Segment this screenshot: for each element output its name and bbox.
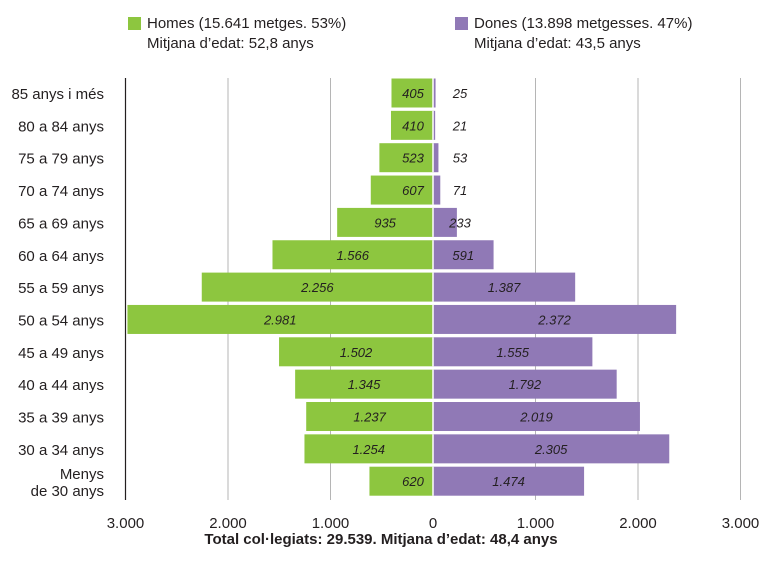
category-label: 55 a 59 anys — [18, 280, 104, 297]
data-label-dones: 1.474 — [492, 474, 525, 489]
data-label-homes: 405 — [402, 86, 424, 101]
bar-homes — [272, 240, 433, 270]
bar-homes — [295, 369, 433, 399]
bar-dones — [433, 110, 436, 140]
data-label-homes: 607 — [402, 183, 424, 198]
legend-homes-mean-age: Mitjana d’edat: 52,8 anys — [147, 35, 314, 52]
data-label-dones: 2.372 — [537, 312, 571, 327]
bar-homes — [279, 337, 433, 367]
bar-homes — [127, 304, 433, 334]
data-label-dones: 1.555 — [496, 345, 529, 360]
bar-dones — [433, 78, 436, 108]
bar-homes — [390, 110, 433, 140]
category-label: 35 a 39 anys — [18, 410, 104, 427]
bar-dones — [433, 207, 457, 237]
bar-dones — [433, 337, 593, 367]
category-label: 70 a 74 anys — [18, 183, 104, 200]
x-tick-label: 3.000 — [722, 515, 760, 532]
category-label: 40 a 44 anys — [18, 377, 104, 394]
data-label-dones: 591 — [452, 248, 474, 263]
bar-dones — [433, 402, 640, 431]
data-label-dones: 21 — [452, 118, 467, 133]
data-label-dones: 71 — [453, 183, 467, 198]
data-label-homes: 1.345 — [348, 377, 381, 392]
bar-dones — [433, 369, 617, 399]
bar-dones — [433, 175, 441, 205]
x-tick-label: 1.000 — [312, 515, 350, 532]
bar-dones — [433, 272, 576, 302]
data-label-homes: 620 — [402, 474, 424, 489]
chart-footer: Total col·legiats: 29.539. Mitjana d’eda… — [204, 531, 558, 548]
data-label-dones: 1.792 — [509, 377, 542, 392]
data-label-homes: 935 — [374, 215, 396, 230]
bar-homes — [306, 402, 433, 431]
data-label-dones: 53 — [453, 151, 468, 166]
bar-dones — [433, 304, 677, 334]
legend-dones-title: Dones (13.898 metgesses. 47%) — [474, 15, 693, 32]
x-tick-label: 3.000 — [107, 515, 145, 532]
bar-homes — [391, 78, 433, 108]
bar-homes — [201, 272, 433, 302]
bar-dones — [433, 240, 494, 270]
bar-dones — [433, 434, 670, 464]
data-label-dones: 25 — [452, 86, 468, 101]
data-label-homes: 2.256 — [300, 280, 334, 295]
category-label: Menys — [60, 466, 104, 483]
data-label-dones: 2.305 — [534, 442, 568, 457]
legend-homes-title: Homes (15.641 metges. 53%) — [147, 15, 347, 32]
x-tick-label: 0 — [429, 515, 437, 532]
category-label: 45 a 49 anys — [18, 345, 104, 362]
bar-homes — [369, 466, 433, 496]
data-label-homes: 2.981 — [263, 312, 297, 327]
data-label-homes: 1.502 — [340, 345, 373, 360]
data-label-homes: 1.566 — [336, 248, 369, 263]
category-label: 60 a 64 anys — [18, 248, 104, 265]
bar-dones — [433, 143, 439, 173]
bar-dones — [433, 466, 585, 496]
data-label-dones: 2.019 — [519, 410, 553, 425]
data-label-homes: 1.254 — [352, 442, 385, 457]
category-label: 30 a 34 anys — [18, 442, 104, 459]
bar-homes — [370, 175, 433, 205]
data-label-homes: 410 — [402, 118, 424, 133]
data-label-dones: 1.387 — [488, 280, 521, 295]
x-tick-label: 2.000 — [619, 515, 657, 532]
category-label: 50 a 54 anys — [18, 312, 104, 329]
data-label-homes: 1.237 — [353, 410, 386, 425]
x-tick-label: 1.000 — [517, 515, 555, 532]
bar-homes — [337, 207, 433, 237]
data-label-homes: 523 — [402, 151, 424, 166]
data-label-dones: 233 — [448, 215, 471, 230]
bar-homes — [379, 143, 433, 173]
category-label: de 30 anys — [31, 483, 104, 500]
category-label: 75 a 79 anys — [18, 151, 104, 168]
category-label: 80 a 84 anys — [18, 118, 104, 135]
legend-swatch-dones — [455, 17, 468, 30]
x-tick-label: 2.000 — [209, 515, 247, 532]
legend-dones-mean-age: Mitjana d’edat: 43,5 anys — [474, 35, 641, 52]
category-label: 85 anys i més — [11, 86, 104, 103]
legend-swatch-homes — [128, 17, 141, 30]
bar-homes — [304, 434, 433, 464]
category-label: 65 a 69 anys — [18, 215, 104, 232]
